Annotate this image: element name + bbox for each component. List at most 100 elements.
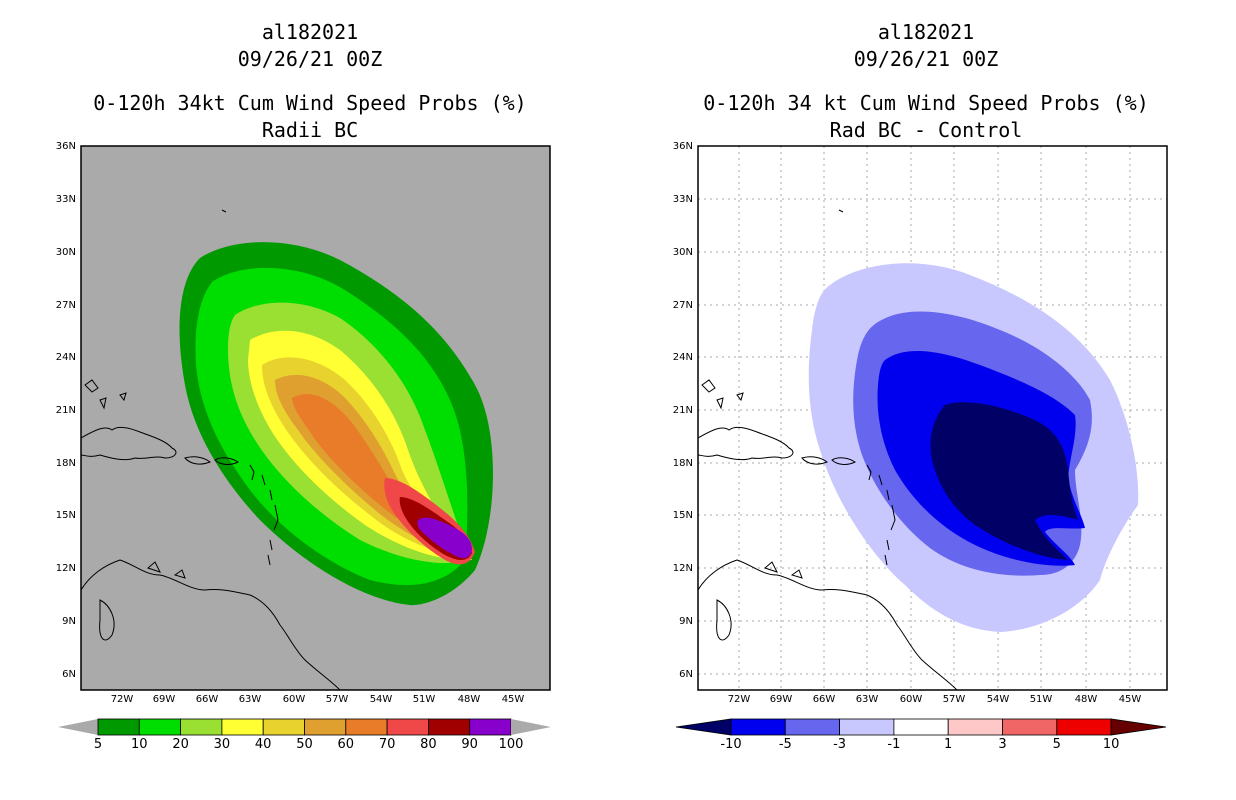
lat-label: 27N (672, 300, 693, 311)
lat-label: 12N (55, 563, 76, 574)
lon-label: 66W (812, 694, 836, 705)
left-chart-subtitle: Radii BC (261, 118, 359, 142)
colorbar-label: 3 (998, 737, 1007, 752)
lat-label: 27N (55, 300, 76, 311)
colorbar-swatch (1056, 718, 1112, 736)
lon-label: 48W (457, 694, 481, 705)
colorbar-label: 10 (131, 737, 148, 752)
lat-label: 33N (55, 194, 76, 205)
lon-label: 72W (727, 694, 751, 705)
left-storm-id: al182021 (261, 20, 359, 44)
colorbar-swatch (304, 718, 347, 736)
lat-label: 24N (55, 352, 76, 363)
colorbar-over-arrow (511, 719, 551, 735)
lon-label: 48W (1074, 694, 1098, 705)
left-coastlines (81, 209, 341, 690)
lat-label: 21N (55, 405, 76, 416)
colorbar-swatch (730, 718, 786, 736)
left-colorbar (58, 718, 551, 736)
left-map-frame (80, 145, 551, 691)
lat-label: 9N (62, 616, 76, 627)
colorbar-label: -5 (778, 737, 792, 752)
colorbar-label: 30 (213, 737, 231, 752)
colorbar-swatch (221, 718, 264, 736)
colorbar-label: -1 (887, 737, 901, 752)
lat-label: 24N (672, 352, 693, 363)
right-datetime: 09/26/21 00Z (853, 47, 999, 71)
left-datetime: 09/26/21 00Z (237, 47, 383, 71)
lon-label: 54W (369, 694, 393, 705)
lat-label: 15N (672, 510, 693, 521)
colorbar-label: 50 (296, 737, 313, 752)
colorbar-label: -3 (833, 737, 847, 752)
lon-label: 54W (986, 694, 1010, 705)
colorbar-swatch (469, 718, 512, 736)
lat-label: 9N (679, 616, 693, 627)
lat-label: 30N (55, 247, 76, 258)
lon-label: 45W (501, 694, 525, 705)
lon-label: 60W (899, 694, 923, 705)
colorbar-swatch (839, 718, 895, 736)
colorbar-label: 5 (93, 737, 103, 752)
colorbar-label: 20 (172, 737, 189, 752)
colorbar-label: 60 (337, 737, 355, 752)
lon-label: 60W (282, 694, 306, 705)
colorbar-swatch (262, 718, 305, 736)
colorbar-label: 90 (461, 737, 478, 752)
lon-label: 69W (152, 694, 176, 705)
colorbar-label: 80 (420, 737, 437, 752)
colorbar-under-arrow (675, 718, 732, 736)
right-map-frame (697, 145, 1168, 691)
colorbar-swatch (1002, 718, 1058, 736)
lon-label: 66W (195, 694, 219, 705)
colorbar-swatch (97, 718, 140, 736)
colorbar-label: 40 (254, 737, 272, 752)
lon-label: 72W (110, 694, 134, 705)
colorbar-label: 1 (944, 737, 953, 752)
left-chart-title: 0-120h 34kt Cum Wind Speed Probs (%) (93, 91, 527, 115)
lon-label: 45W (1118, 694, 1142, 705)
colorbar-swatch (893, 718, 949, 736)
colorbar-over-arrow (1110, 718, 1167, 736)
colorbar-swatch (138, 718, 182, 736)
right-colorbar (675, 718, 1167, 736)
lon-label: 57W (325, 694, 349, 705)
lon-label: 51W (1029, 694, 1053, 705)
colorbar-swatch (784, 718, 840, 736)
colorbar-label: 5 (1052, 737, 1061, 752)
lat-label: 15N (55, 510, 76, 521)
prob-90-region (417, 517, 472, 559)
colorbar-swatch (386, 718, 429, 736)
lat-label: 18N (672, 458, 693, 469)
diff-below-minus10-region (930, 402, 1078, 560)
colorbar-under-arrow (58, 719, 98, 735)
lat-label: 33N (672, 194, 693, 205)
lat-label: 6N (679, 669, 693, 680)
colorbar-label: -10 (720, 737, 742, 752)
lat-label: 36N (672, 141, 693, 152)
colorbar-label: 10 (1102, 737, 1120, 752)
colorbar-swatch (345, 718, 388, 736)
colorbar-label: 100 (498, 737, 524, 752)
lon-label: 63W (855, 694, 879, 705)
colorbar-swatch (180, 718, 223, 736)
colorbar-label: 70 (378, 737, 396, 752)
lat-label: 36N (55, 141, 76, 152)
lon-label: 69W (769, 694, 793, 705)
lat-label: 21N (672, 405, 693, 416)
lon-label: 63W (238, 694, 262, 705)
lat-label: 12N (672, 563, 693, 574)
lon-label: 57W (942, 694, 966, 705)
right-chart-title: 0-120h 34 kt Cum Wind Speed Probs (%) (703, 91, 1149, 115)
colorbar-swatch (947, 718, 1003, 736)
right-chart-subtitle: Rad BC - Control (829, 118, 1023, 142)
colorbar-swatch (427, 718, 471, 736)
lat-label: 6N (62, 669, 76, 680)
right-storm-id: al182021 (877, 20, 975, 44)
lat-label: 18N (55, 458, 76, 469)
lon-label: 51W (412, 694, 436, 705)
prob-60-region (292, 394, 472, 556)
